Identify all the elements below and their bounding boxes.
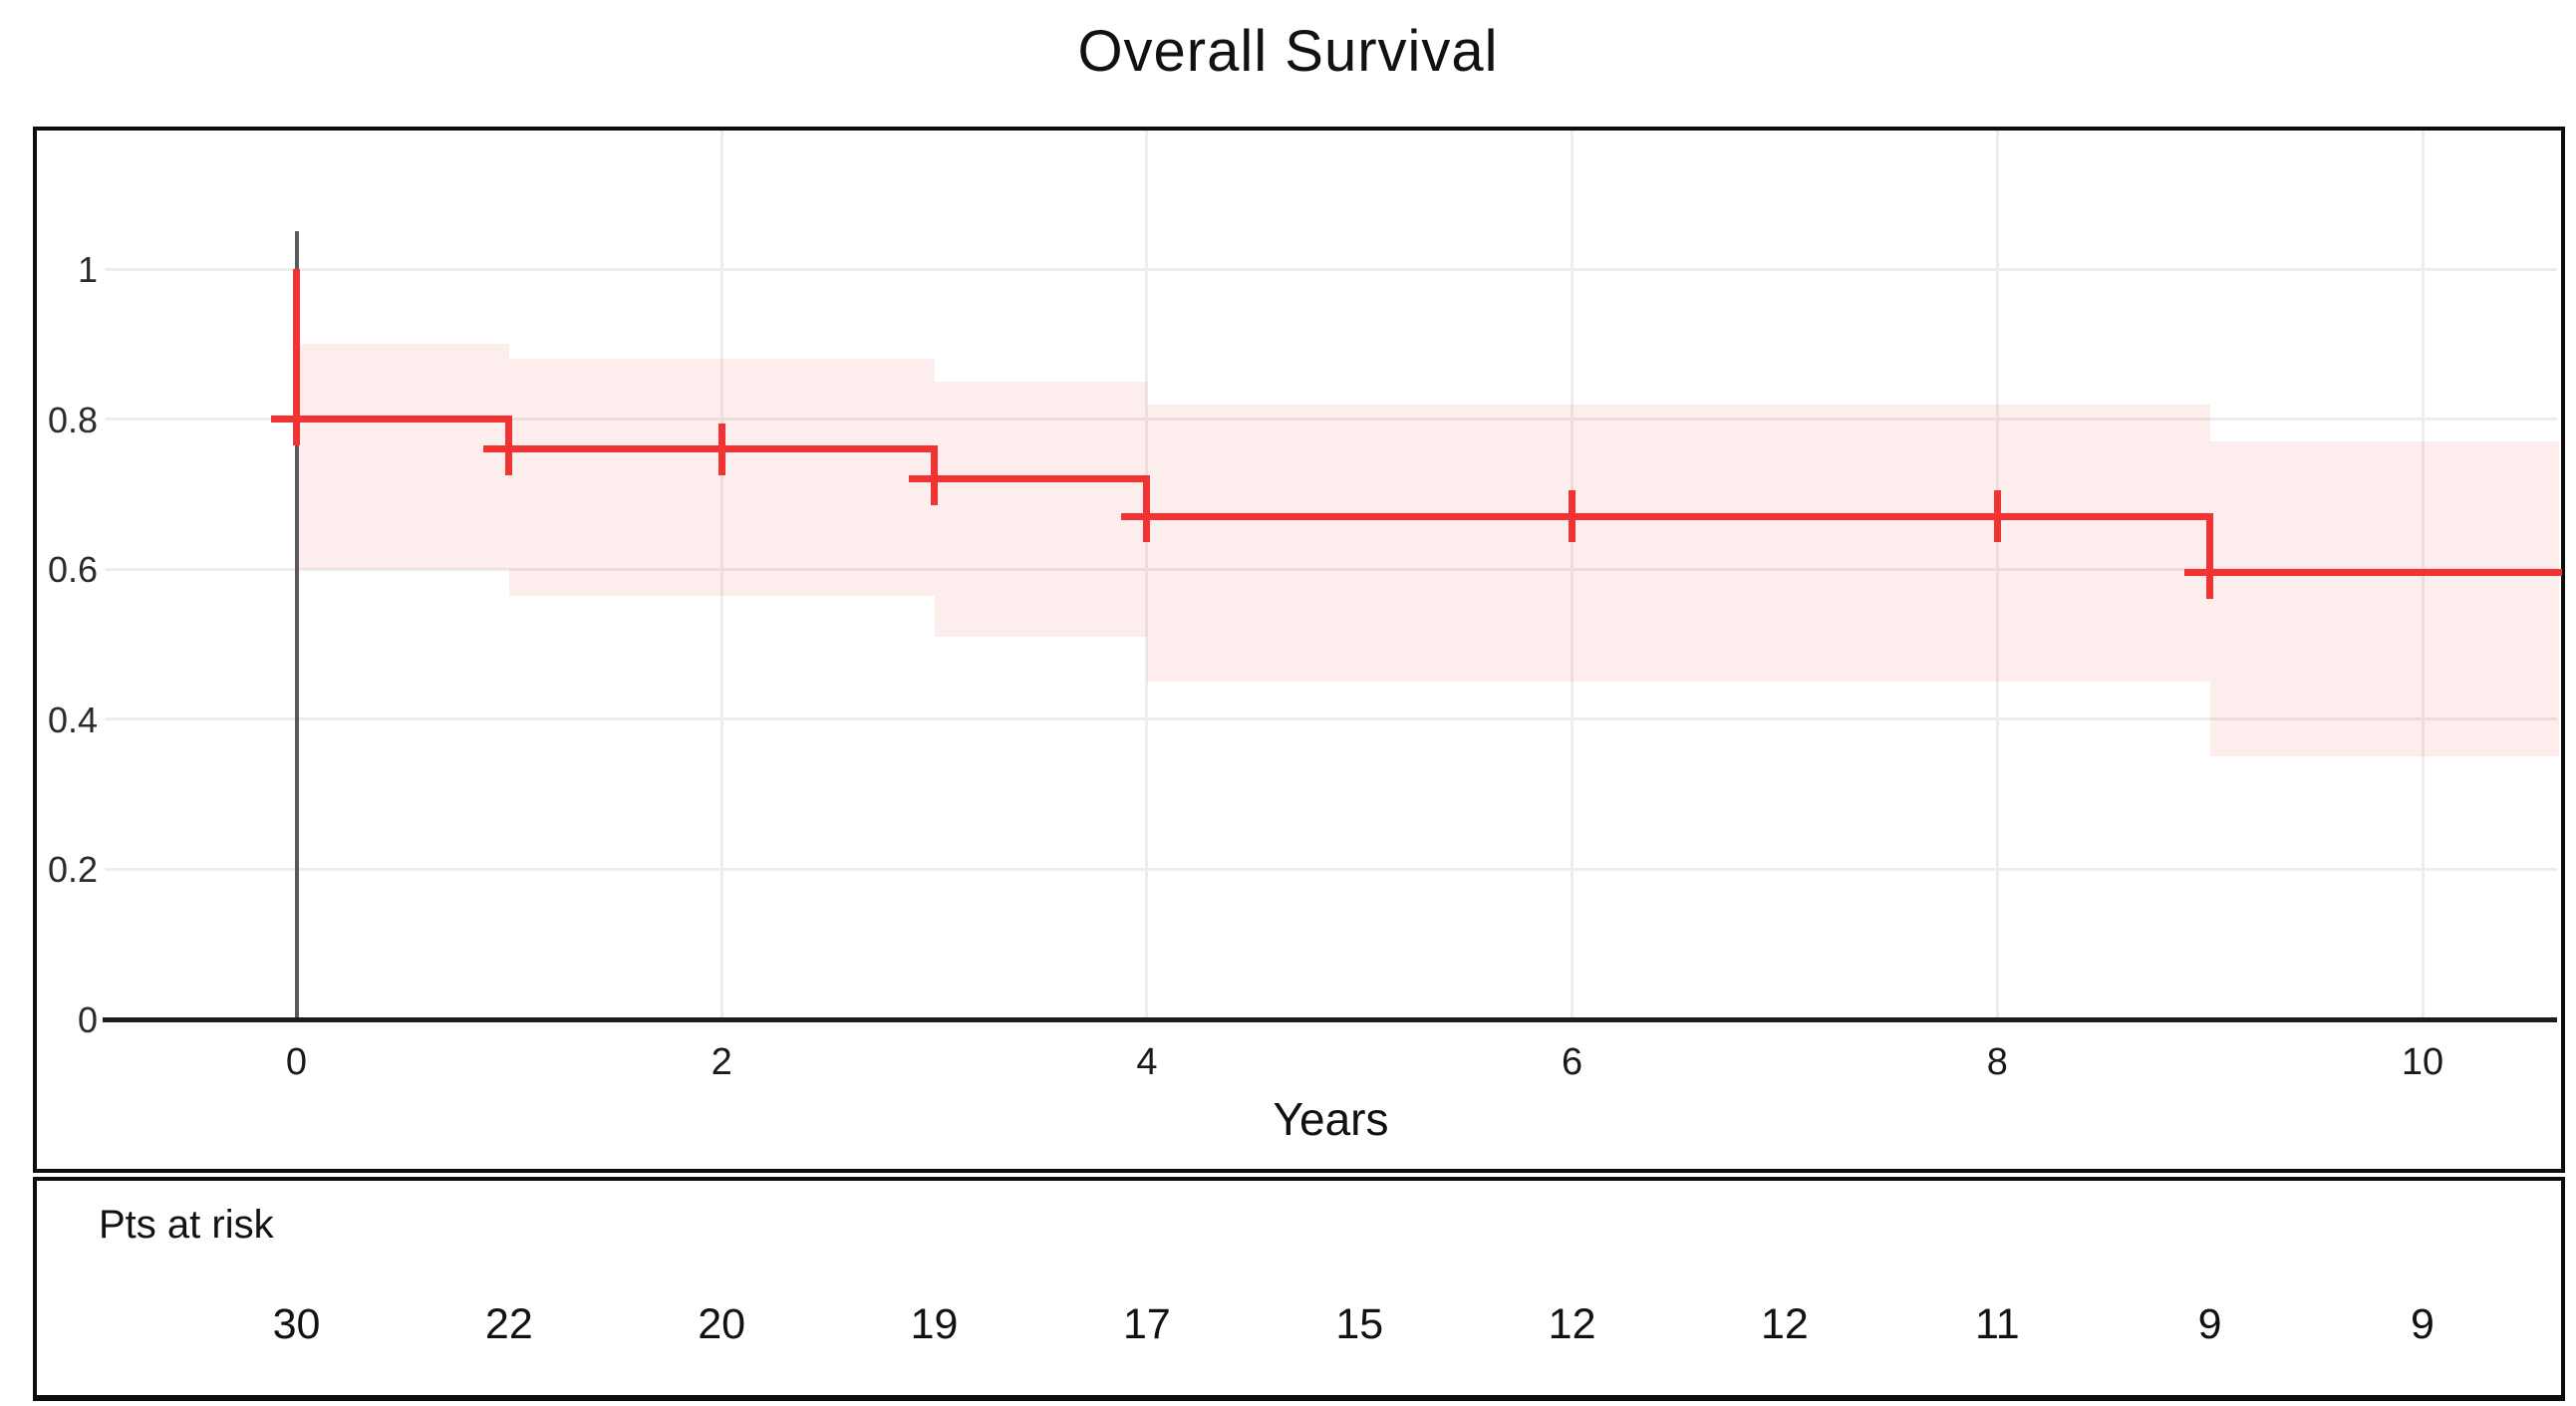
risk-count: 15 xyxy=(1335,1300,1384,1348)
censor-mark-horizontal xyxy=(270,416,323,423)
y-gridline xyxy=(105,267,2557,271)
risk-count: 9 xyxy=(2197,1300,2222,1348)
censor-mark-horizontal xyxy=(696,445,748,453)
risk-count: 20 xyxy=(698,1300,746,1348)
confidence-band-segment xyxy=(934,381,1147,637)
risk-count: 12 xyxy=(1548,1300,1596,1348)
x-axis-tick-label: 8 xyxy=(1986,1041,2008,1083)
x-gridline xyxy=(1995,131,1999,1017)
y-gridline xyxy=(105,418,2557,422)
y-gridline xyxy=(105,717,2557,721)
x-axis-tick-label: 6 xyxy=(1562,1041,1583,1083)
y-gridline xyxy=(105,567,2557,571)
y-gridline xyxy=(105,867,2557,871)
x-gridline xyxy=(1571,131,1574,1017)
y-axis-tick-label: 0.6 xyxy=(47,549,98,591)
km-curve-segment xyxy=(2206,569,2563,577)
y-axis-tick-label: 0.8 xyxy=(47,399,98,440)
chart-title: Overall Survival xyxy=(1077,19,1499,84)
censor-mark-horizontal xyxy=(1971,512,2024,520)
y-axis-tick-label: 1 xyxy=(77,249,98,290)
censor-mark-horizontal xyxy=(2183,569,2236,577)
confidence-band-segment xyxy=(1146,404,2210,683)
risk-count: 22 xyxy=(484,1300,533,1348)
x-gridline xyxy=(719,131,723,1017)
censor-mark-horizontal xyxy=(908,475,961,483)
km-curve-drop xyxy=(2206,516,2214,573)
x-axis-title: Years xyxy=(1273,1093,1389,1145)
confidence-band-segment xyxy=(296,344,509,570)
plot-outer-box xyxy=(33,127,2565,1173)
x-axis-tick-label: 4 xyxy=(1136,1041,1158,1083)
censor-mark-horizontal xyxy=(1546,512,1598,520)
risk-count: 19 xyxy=(910,1300,959,1348)
x-axis-line xyxy=(103,1016,2557,1022)
censor-mark-horizontal xyxy=(1120,512,1173,520)
x-gridline xyxy=(1145,131,1149,1017)
risk-count: 12 xyxy=(1761,1300,1809,1348)
time-zero-marker-line xyxy=(294,231,299,1019)
patients-at-risk-box: Pts at risk 30 22 20 19 17 15 12 12 11 9 9 xyxy=(33,1177,2565,1401)
y-axis-tick-label: 0 xyxy=(77,999,98,1040)
y-axis-tick-label: 0.4 xyxy=(47,699,98,740)
confidence-band-segment xyxy=(508,359,935,596)
confidence-band-segment xyxy=(2209,441,2559,757)
km-curve-segment xyxy=(293,416,513,423)
y-axis-tick-label: 0.2 xyxy=(47,849,98,891)
x-axis-tick-label: 10 xyxy=(2401,1041,2444,1083)
risk-count: 9 xyxy=(2411,1300,2434,1348)
km-curve-segment xyxy=(931,475,1151,483)
risk-table-label: Pts at risk xyxy=(99,1203,274,1247)
x-axis-tick-label: 2 xyxy=(711,1041,732,1083)
km-curve-segment xyxy=(1143,512,2214,520)
km-curve-initial-drop xyxy=(293,269,300,420)
risk-count: 30 xyxy=(272,1300,321,1348)
risk-count: 11 xyxy=(1974,1300,2020,1348)
censor-mark-horizontal xyxy=(482,445,535,453)
x-axis-tick-label: 0 xyxy=(285,1041,308,1083)
risk-count: 17 xyxy=(1122,1300,1171,1348)
